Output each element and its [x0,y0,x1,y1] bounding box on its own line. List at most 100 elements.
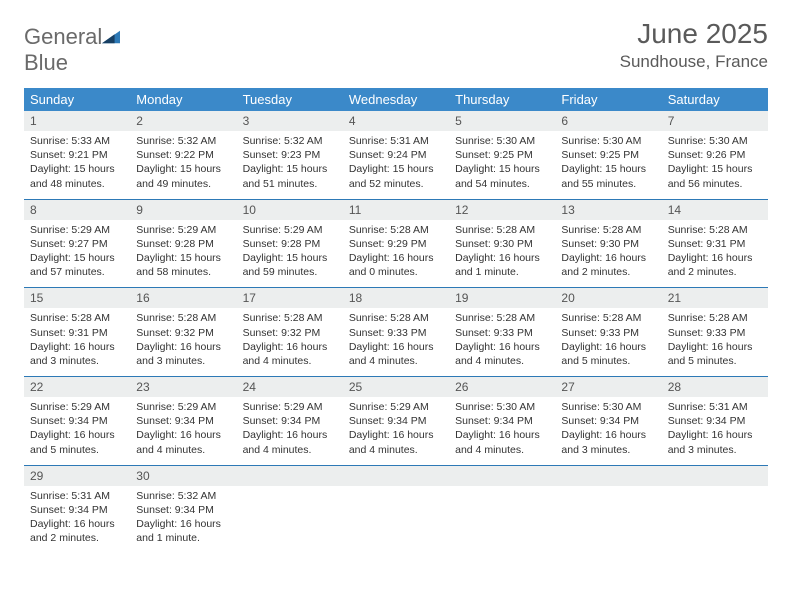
daylight-line: Daylight: 15 hours and 54 minutes. [455,162,549,190]
month-title: June 2025 [620,18,768,50]
sunrise-line: Sunrise: 5:28 AM [455,223,549,237]
logo: General Blue [24,18,120,76]
daylight-line: Daylight: 16 hours and 3 minutes. [668,428,762,456]
daylight-line: Daylight: 15 hours and 55 minutes. [561,162,655,190]
sunrise-line: Sunrise: 5:32 AM [136,489,230,503]
day-number-cell: 21 [662,288,768,309]
day-content-row: Sunrise: 5:29 AMSunset: 9:34 PMDaylight:… [24,397,768,465]
day-content-cell: Sunrise: 5:29 AMSunset: 9:34 PMDaylight:… [237,397,343,465]
day-content-cell: Sunrise: 5:31 AMSunset: 9:34 PMDaylight:… [24,486,130,554]
daylight-line: Daylight: 15 hours and 51 minutes. [243,162,337,190]
sunset-line: Sunset: 9:34 PM [243,414,337,428]
day-content-row: Sunrise: 5:31 AMSunset: 9:34 PMDaylight:… [24,486,768,554]
day-content-cell: Sunrise: 5:29 AMSunset: 9:28 PMDaylight:… [130,220,236,288]
day-number-cell [449,465,555,486]
sunrise-line: Sunrise: 5:31 AM [30,489,124,503]
sunrise-line: Sunrise: 5:29 AM [136,400,230,414]
daylight-line: Daylight: 15 hours and 57 minutes. [30,251,124,279]
day-number-cell: 30 [130,465,236,486]
day-number-cell: 14 [662,199,768,220]
daylight-line: Daylight: 15 hours and 58 minutes. [136,251,230,279]
daylight-line: Daylight: 16 hours and 4 minutes. [243,428,337,456]
sunset-line: Sunset: 9:33 PM [349,326,443,340]
daylight-line: Daylight: 15 hours and 48 minutes. [30,162,124,190]
sunrise-line: Sunrise: 5:31 AM [349,134,443,148]
daylight-line: Daylight: 15 hours and 56 minutes. [668,162,762,190]
sunset-line: Sunset: 9:26 PM [668,148,762,162]
logo-triangle-icon [102,30,120,44]
sunrise-line: Sunrise: 5:30 AM [455,400,549,414]
daylight-line: Daylight: 16 hours and 1 minute. [136,517,230,545]
calendar-table: Sunday Monday Tuesday Wednesday Thursday… [24,88,768,553]
location: Sundhouse, France [620,52,768,72]
day-content-cell: Sunrise: 5:29 AMSunset: 9:28 PMDaylight:… [237,220,343,288]
sunset-line: Sunset: 9:22 PM [136,148,230,162]
sunrise-line: Sunrise: 5:28 AM [349,311,443,325]
day-content-cell: Sunrise: 5:30 AMSunset: 9:25 PMDaylight:… [449,131,555,199]
weekday-header-row: Sunday Monday Tuesday Wednesday Thursday… [24,88,768,111]
day-number-cell [662,465,768,486]
day-number-cell: 2 [130,111,236,131]
sunrise-line: Sunrise: 5:30 AM [561,134,655,148]
day-content-cell: Sunrise: 5:29 AMSunset: 9:34 PMDaylight:… [343,397,449,465]
sunset-line: Sunset: 9:28 PM [243,237,337,251]
sunset-line: Sunset: 9:34 PM [136,503,230,517]
daylight-line: Daylight: 16 hours and 0 minutes. [349,251,443,279]
sunrise-line: Sunrise: 5:29 AM [30,223,124,237]
weekday-header: Saturday [662,88,768,111]
sunset-line: Sunset: 9:28 PM [136,237,230,251]
sunrise-line: Sunrise: 5:33 AM [30,134,124,148]
daylight-line: Daylight: 16 hours and 2 minutes. [30,517,124,545]
day-number-cell: 1 [24,111,130,131]
sunset-line: Sunset: 9:32 PM [243,326,337,340]
day-number-cell: 25 [343,377,449,398]
daylight-line: Daylight: 16 hours and 5 minutes. [561,340,655,368]
day-number-cell: 5 [449,111,555,131]
sunrise-line: Sunrise: 5:28 AM [561,223,655,237]
day-number-cell: 23 [130,377,236,398]
daylight-line: Daylight: 16 hours and 5 minutes. [668,340,762,368]
day-number-cell: 12 [449,199,555,220]
day-number-cell: 22 [24,377,130,398]
sunrise-line: Sunrise: 5:30 AM [455,134,549,148]
day-content-cell: Sunrise: 5:28 AMSunset: 9:30 PMDaylight:… [449,220,555,288]
day-number-cell: 16 [130,288,236,309]
sunrise-line: Sunrise: 5:30 AM [561,400,655,414]
weekday-header: Wednesday [343,88,449,111]
day-number-cell: 8 [24,199,130,220]
day-number-row: 891011121314 [24,199,768,220]
day-number-cell: 24 [237,377,343,398]
daylight-line: Daylight: 16 hours and 4 minutes. [136,428,230,456]
sunrise-line: Sunrise: 5:32 AM [136,134,230,148]
sunset-line: Sunset: 9:24 PM [349,148,443,162]
sunset-line: Sunset: 9:31 PM [30,326,124,340]
weekday-header: Friday [555,88,661,111]
daylight-line: Daylight: 16 hours and 3 minutes. [136,340,230,368]
day-number-cell: 3 [237,111,343,131]
weekday-header: Tuesday [237,88,343,111]
sunset-line: Sunset: 9:34 PM [30,503,124,517]
day-content-cell: Sunrise: 5:32 AMSunset: 9:23 PMDaylight:… [237,131,343,199]
title-block: June 2025 Sundhouse, France [620,18,768,72]
day-content-cell [662,486,768,554]
day-content-cell: Sunrise: 5:28 AMSunset: 9:29 PMDaylight:… [343,220,449,288]
sunrise-line: Sunrise: 5:28 AM [30,311,124,325]
day-number-cell: 17 [237,288,343,309]
sunrise-line: Sunrise: 5:29 AM [243,400,337,414]
daylight-line: Daylight: 16 hours and 5 minutes. [30,428,124,456]
sunrise-line: Sunrise: 5:28 AM [136,311,230,325]
day-content-cell: Sunrise: 5:28 AMSunset: 9:32 PMDaylight:… [130,308,236,376]
sunset-line: Sunset: 9:34 PM [136,414,230,428]
day-number-cell [237,465,343,486]
day-number-cell: 9 [130,199,236,220]
sunset-line: Sunset: 9:33 PM [561,326,655,340]
day-number-cell: 10 [237,199,343,220]
sunset-line: Sunset: 9:29 PM [349,237,443,251]
day-number-cell: 6 [555,111,661,131]
day-content-cell: Sunrise: 5:31 AMSunset: 9:34 PMDaylight:… [662,397,768,465]
sunset-line: Sunset: 9:34 PM [455,414,549,428]
daylight-line: Daylight: 15 hours and 49 minutes. [136,162,230,190]
day-number-cell [555,465,661,486]
sunset-line: Sunset: 9:32 PM [136,326,230,340]
day-content-cell: Sunrise: 5:31 AMSunset: 9:24 PMDaylight:… [343,131,449,199]
